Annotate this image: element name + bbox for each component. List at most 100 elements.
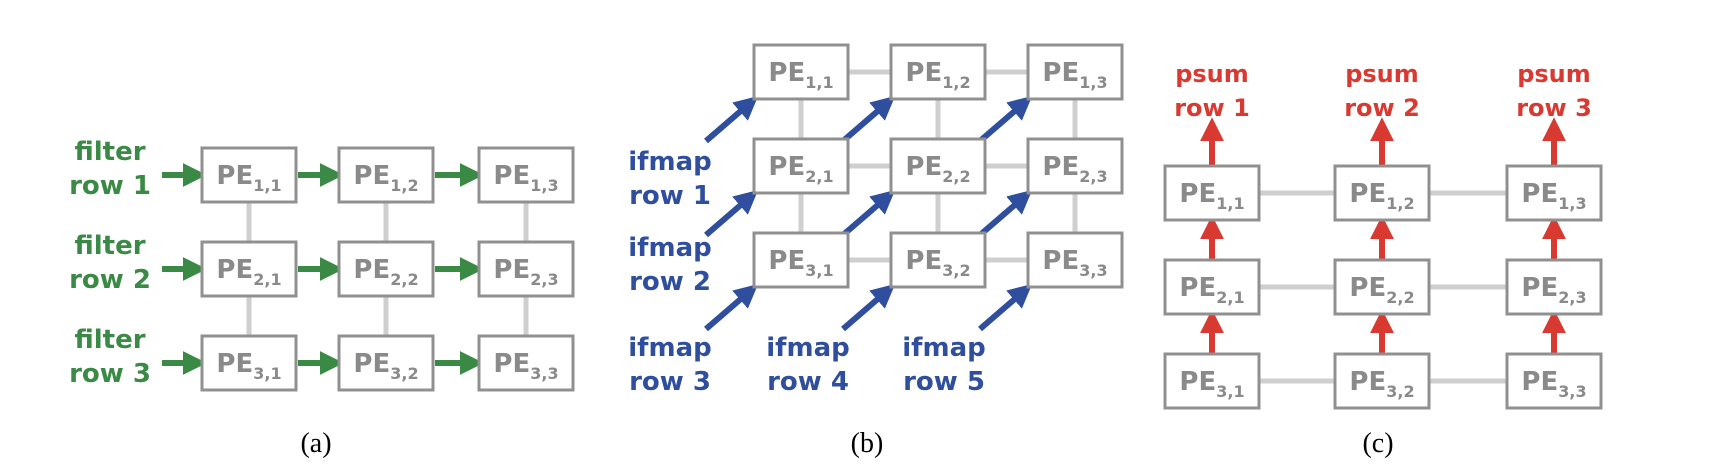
pe-label: PE2,2: [905, 152, 970, 186]
pe-box: [1333, 352, 1431, 410]
pe-box: [889, 137, 987, 195]
pe-box: [1505, 164, 1603, 222]
pe-1-1: PE1,1: [1163, 164, 1261, 222]
flow-arrow: [841, 283, 896, 332]
pe-box: [1163, 352, 1261, 410]
pe-label: PE2,3: [1521, 273, 1586, 307]
flow-arrow: [704, 189, 759, 238]
pe-box: [1333, 164, 1431, 222]
pe-2-3: PE2,3: [1505, 258, 1603, 316]
flow-arrow: [841, 189, 896, 238]
pe-2-1: PE2,1: [200, 240, 298, 298]
pe-box: [200, 334, 298, 392]
pe-2-2: PE2,2: [337, 240, 435, 298]
pe-label: PE1,2: [353, 161, 418, 195]
pe-2-2: PE2,2: [1333, 258, 1431, 316]
psum-label: psum row 3: [1516, 60, 1592, 122]
pe-3-3: PE3,3: [477, 334, 575, 392]
pe-3-3: PE3,3: [1026, 231, 1124, 289]
filter-label: filter row 2: [69, 231, 151, 295]
psum-label: psum row 2: [1344, 60, 1420, 122]
flow-arrow: [704, 95, 759, 144]
pe-label: PE1,1: [216, 161, 281, 195]
pe-box: [337, 240, 435, 298]
ifmap-label: ifmap row 1: [628, 147, 711, 211]
pe-label: PE3,1: [768, 246, 833, 280]
pe-2-3: PE2,3: [477, 240, 575, 298]
ifmap-label: ifmap row 2: [628, 233, 711, 297]
pe-2-1: PE2,1: [1163, 258, 1261, 316]
pe-3-1: PE3,1: [1163, 352, 1261, 410]
pe-label: PE2,1: [1179, 273, 1244, 307]
pe-label: PE1,3: [493, 161, 558, 195]
pe-3-2: PE3,2: [889, 231, 987, 289]
pe-label: PE1,1: [768, 58, 833, 92]
pe-label: PE2,2: [1349, 273, 1414, 307]
pe-label: PE1,3: [1042, 58, 1107, 92]
pe-box: [337, 334, 435, 392]
pe-label: PE2,3: [1042, 152, 1107, 186]
pe-box: [1026, 231, 1124, 289]
pe-box: [1026, 137, 1124, 195]
panel-b: PE1,1 PE1,2 PE1,3 PE2,1 PE2,2 PE2,3 PE3,1 PE3,2…: [628, 43, 1124, 459]
pe-1-2: PE1,2: [1333, 164, 1431, 222]
pe-label: PE1,1: [1179, 179, 1244, 213]
ifmap-label: ifmap row 4: [766, 333, 849, 397]
flow-arrow: [978, 189, 1033, 238]
pe-1-3: PE1,3: [1505, 164, 1603, 222]
pe-1-1: PE1,1: [752, 43, 850, 101]
pe-box: [752, 137, 850, 195]
pe-3-2: PE3,2: [1333, 352, 1431, 410]
pe-label: PE3,2: [1349, 367, 1414, 401]
pe-box: [889, 231, 987, 289]
pe-box: [477, 146, 575, 204]
pe-label: PE3,3: [1521, 367, 1586, 401]
pe-3-2: PE3,2: [337, 334, 435, 392]
filter-label: filter row 3: [69, 325, 151, 389]
pe-box: [337, 146, 435, 204]
panel-c: PE1,1 PE1,2 PE1,3 PE2,1 PE2,2 PE2,3 PE3,1 PE3,2…: [1163, 60, 1603, 459]
pe-box: [477, 240, 575, 298]
pe-1-1: PE1,1: [200, 146, 298, 204]
pe-label: PE2,1: [216, 255, 281, 289]
pe-label: PE3,2: [353, 349, 418, 383]
pe-box: [1505, 352, 1603, 410]
pe-label: PE1,3: [1521, 179, 1586, 213]
pe-box: [1163, 164, 1261, 222]
pe-label: PE2,1: [768, 152, 833, 186]
flow-arrow: [978, 95, 1033, 144]
pe-box: [477, 334, 575, 392]
pe-1-3: PE1,3: [1026, 43, 1124, 101]
pe-box: [200, 240, 298, 298]
pe-box: [200, 146, 298, 204]
pe-1-3: PE1,3: [477, 146, 575, 204]
pe-2-2: PE2,2: [889, 137, 987, 195]
ifmap-label: ifmap row 3: [628, 333, 711, 397]
pe-box: [752, 231, 850, 289]
pe-label: PE2,3: [493, 255, 558, 289]
pe-box: [1333, 258, 1431, 316]
pe-label: PE3,2: [905, 246, 970, 280]
flow-arrow: [978, 283, 1033, 332]
pe-2-3: PE2,3: [1026, 137, 1124, 195]
pe-box: [752, 43, 850, 101]
pe-box: [1505, 258, 1603, 316]
panel-caption: (a): [300, 428, 331, 459]
panel-caption: (c): [1362, 428, 1393, 459]
flow-arrow: [841, 95, 896, 144]
pe-label: PE3,3: [493, 349, 558, 383]
pe-label: PE3,1: [216, 349, 281, 383]
psum-label: psum row 1: [1174, 60, 1250, 122]
pe-1-2: PE1,2: [337, 146, 435, 204]
pe-3-1: PE3,1: [200, 334, 298, 392]
pe-box: [1026, 43, 1124, 101]
pe-label: PE1,2: [905, 58, 970, 92]
pe-3-3: PE3,3: [1505, 352, 1603, 410]
panel-a: PE1,1 PE1,2 PE1,3 PE2,1 PE2,2 PE2,3 PE3,1 PE3,2…: [69, 137, 575, 459]
ifmap-label: ifmap row 5: [902, 333, 985, 397]
pe-1-2: PE1,2: [889, 43, 987, 101]
pe-box: [1163, 258, 1261, 316]
pe-label: PE3,1: [1179, 367, 1244, 401]
pe-box: [889, 43, 987, 101]
